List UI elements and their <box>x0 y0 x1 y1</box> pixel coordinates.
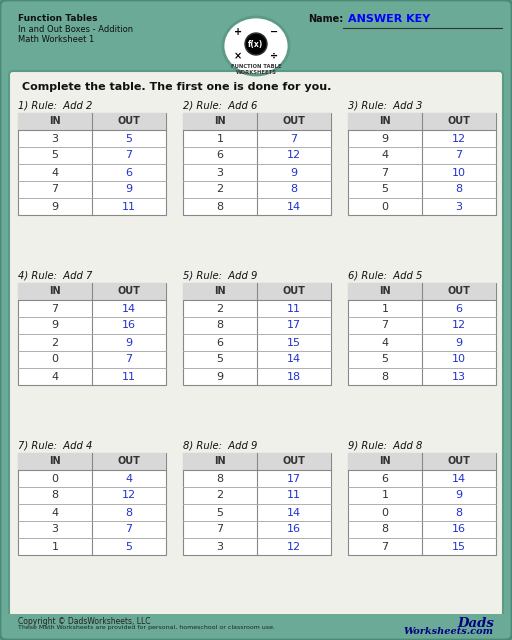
Text: 0: 0 <box>381 202 389 211</box>
Text: 5: 5 <box>125 541 133 552</box>
Bar <box>18 453 166 470</box>
Text: OUT: OUT <box>118 287 140 296</box>
Text: 7: 7 <box>381 541 389 552</box>
Text: 12: 12 <box>287 541 301 552</box>
Text: 7: 7 <box>125 525 133 534</box>
Bar <box>348 283 496 385</box>
Text: 4: 4 <box>125 474 133 483</box>
Text: IN: IN <box>49 116 61 127</box>
Text: WORKSHEETS: WORKSHEETS <box>236 70 276 76</box>
Bar <box>18 113 166 130</box>
Text: 8: 8 <box>456 508 462 518</box>
Text: 0: 0 <box>52 474 58 483</box>
Text: IN: IN <box>379 116 391 127</box>
Text: 7: 7 <box>381 168 389 177</box>
Bar <box>18 453 166 555</box>
Text: 2: 2 <box>51 337 58 348</box>
Text: Copyright © DadsWorksheets, LLC: Copyright © DadsWorksheets, LLC <box>18 617 151 626</box>
Text: 1: 1 <box>52 541 58 552</box>
Text: 18: 18 <box>287 371 301 381</box>
Text: 16: 16 <box>452 525 466 534</box>
Text: 9: 9 <box>51 202 58 211</box>
Text: 9: 9 <box>456 490 462 500</box>
Text: 4: 4 <box>51 508 58 518</box>
Text: f(x): f(x) <box>248 40 264 49</box>
Text: 10: 10 <box>452 355 466 365</box>
Text: 16: 16 <box>287 525 301 534</box>
Text: 9: 9 <box>125 184 133 195</box>
Text: 17: 17 <box>287 474 301 483</box>
Text: 6: 6 <box>456 303 462 314</box>
Text: 5) Rule:  Add 9: 5) Rule: Add 9 <box>183 270 258 280</box>
Text: 5: 5 <box>125 134 133 143</box>
Text: ÷: ÷ <box>270 51 278 61</box>
Text: 0: 0 <box>52 355 58 365</box>
Bar <box>348 453 496 555</box>
Text: 16: 16 <box>122 321 136 330</box>
Text: 8: 8 <box>125 508 133 518</box>
Text: 9: 9 <box>51 321 58 330</box>
Text: 8: 8 <box>217 202 224 211</box>
Text: 12: 12 <box>452 134 466 143</box>
Bar <box>6 614 506 636</box>
Text: IN: IN <box>214 116 226 127</box>
Bar <box>183 283 331 300</box>
Text: OUT: OUT <box>283 456 306 467</box>
Text: 4) Rule:  Add 7: 4) Rule: Add 7 <box>18 270 92 280</box>
Text: 11: 11 <box>122 202 136 211</box>
Text: 8: 8 <box>381 371 389 381</box>
Text: 12: 12 <box>122 490 136 500</box>
Text: ×: × <box>234 51 242 61</box>
Text: Complete the table. The first one is done for you.: Complete the table. The first one is don… <box>22 82 331 92</box>
Text: 14: 14 <box>287 202 301 211</box>
Bar <box>18 283 166 385</box>
Text: 3: 3 <box>217 168 224 177</box>
Text: 10: 10 <box>452 168 466 177</box>
Text: 5: 5 <box>52 150 58 161</box>
Text: 13: 13 <box>452 371 466 381</box>
Text: 14: 14 <box>287 355 301 365</box>
Text: 1: 1 <box>381 490 389 500</box>
Bar <box>183 453 331 555</box>
Text: 8: 8 <box>381 525 389 534</box>
Text: ANSWER KEY: ANSWER KEY <box>348 14 430 24</box>
Text: 14: 14 <box>287 508 301 518</box>
Text: 3: 3 <box>52 134 58 143</box>
Ellipse shape <box>245 33 267 55</box>
Text: 1: 1 <box>381 303 389 314</box>
Text: 6: 6 <box>125 168 133 177</box>
Text: 9: 9 <box>456 337 462 348</box>
Bar <box>18 113 166 215</box>
Text: IN: IN <box>379 287 391 296</box>
Text: 3: 3 <box>456 202 462 211</box>
Text: 9: 9 <box>125 337 133 348</box>
Text: 5: 5 <box>381 184 389 195</box>
Text: 7: 7 <box>51 303 58 314</box>
Text: 15: 15 <box>452 541 466 552</box>
Text: 9: 9 <box>290 168 297 177</box>
Bar <box>348 113 496 130</box>
Text: 11: 11 <box>122 371 136 381</box>
Text: Math Worksheet 1: Math Worksheet 1 <box>18 35 94 44</box>
Text: 7) Rule:  Add 4: 7) Rule: Add 4 <box>18 440 92 450</box>
Bar <box>348 113 496 215</box>
Bar <box>348 283 496 300</box>
Text: 7: 7 <box>51 184 58 195</box>
Text: 7: 7 <box>456 150 462 161</box>
Text: IN: IN <box>214 287 226 296</box>
Text: 11: 11 <box>287 490 301 500</box>
Text: 8: 8 <box>217 321 224 330</box>
Bar <box>183 113 331 215</box>
Text: 7: 7 <box>125 355 133 365</box>
Text: Function Tables: Function Tables <box>18 14 97 23</box>
Text: 4: 4 <box>51 371 58 381</box>
Text: Name:: Name: <box>308 14 343 24</box>
Text: 2: 2 <box>217 184 224 195</box>
Text: 7: 7 <box>381 321 389 330</box>
Text: 5: 5 <box>217 355 224 365</box>
Text: Worksheets.com: Worksheets.com <box>404 627 494 636</box>
Text: OUT: OUT <box>283 287 306 296</box>
Text: IN: IN <box>214 456 226 467</box>
Text: 2: 2 <box>217 303 224 314</box>
